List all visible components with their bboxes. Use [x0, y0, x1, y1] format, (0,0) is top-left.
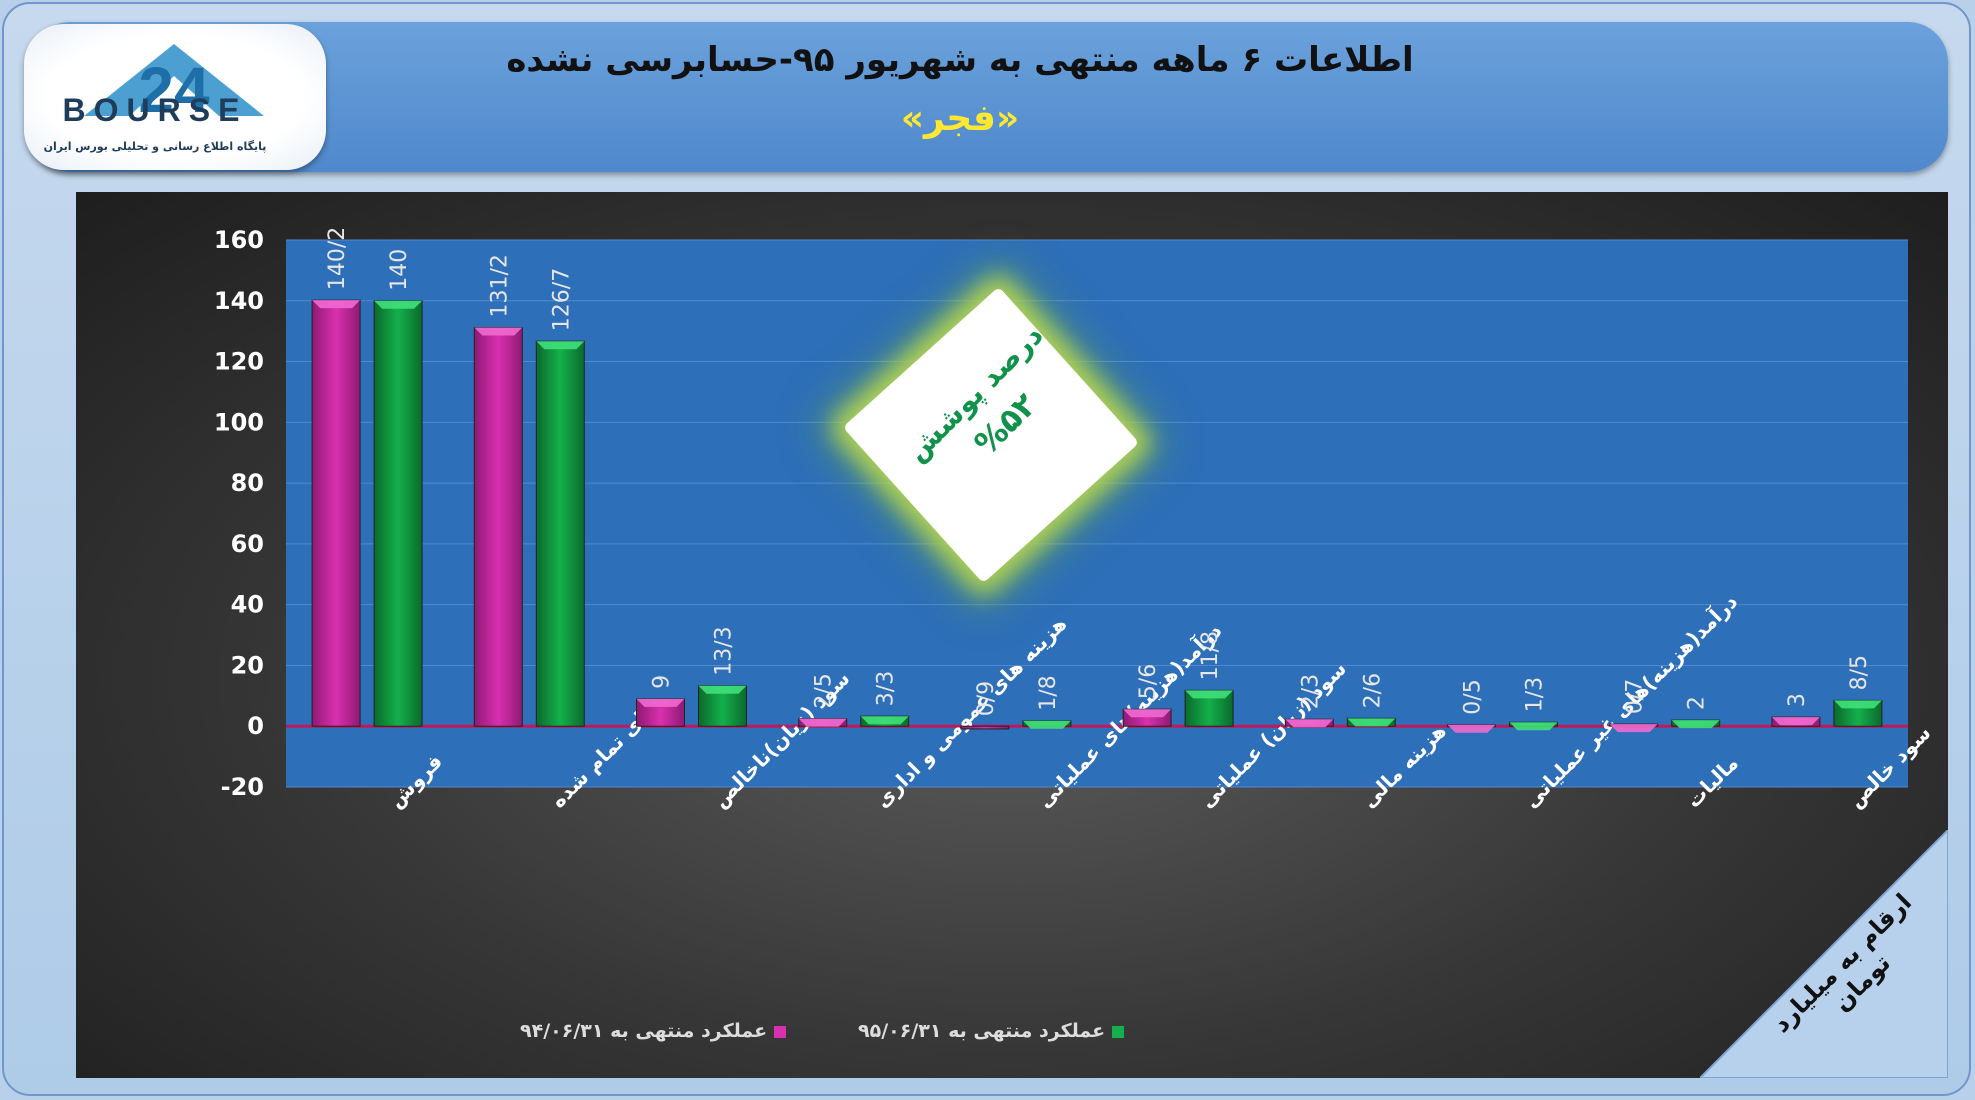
bar-bevel — [474, 327, 523, 336]
data-label: 11/8 — [1198, 631, 1223, 680]
data-label: 126/7 — [549, 268, 574, 331]
legend-item-94: عملکرد منتهی به ۹۴/۰۶/۳۱ — [520, 1020, 786, 1042]
bar-bevel — [636, 698, 685, 707]
y-tick-label: 120 — [214, 348, 264, 376]
data-label: 140/2 — [325, 227, 350, 290]
data-label: 2/6 — [1360, 673, 1385, 708]
bourse24-logo-icon: 24 — [84, 44, 264, 126]
svg-text:24: 24 — [138, 54, 210, 124]
data-label: 2/5 — [812, 673, 837, 708]
data-label: 3 — [1785, 693, 1810, 707]
data-label: 0/5 — [1461, 679, 1486, 714]
bar-bevel — [860, 716, 909, 725]
bar — [535, 340, 585, 727]
data-label: 3/3 — [874, 671, 899, 706]
data-label: 131/2 — [487, 254, 512, 317]
data-label: 8/5 — [1847, 655, 1872, 690]
legend-label-94: عملکرد منتهی به ۹۴/۰۶/۳۱ — [520, 1020, 768, 1042]
legend-swatch-94 — [773, 1025, 786, 1038]
y-tick-label: -20 — [221, 773, 264, 801]
legend-swatch-95 — [1111, 1025, 1124, 1038]
bar-bevel — [1447, 724, 1496, 733]
y-tick-label: 100 — [214, 408, 264, 436]
bar-bevel — [1671, 720, 1720, 729]
y-tick-label: 140 — [214, 287, 264, 315]
y-tick-label: 20 — [231, 651, 264, 679]
bar-bevel — [312, 300, 361, 309]
bar-bevel — [1185, 690, 1234, 699]
bar-bevel — [798, 718, 847, 727]
bar-bevel — [1285, 719, 1334, 728]
bar-bevel — [1123, 709, 1172, 718]
data-label: 5/6 — [1136, 664, 1161, 699]
bar-bevel — [374, 300, 423, 309]
y-tick-label: 160 — [214, 226, 264, 254]
bar-bevel — [536, 341, 585, 350]
bar — [473, 327, 523, 727]
logo-brand: BOURSE — [62, 92, 248, 128]
data-label: 2 — [1685, 696, 1710, 710]
data-label: 1/8 — [1036, 675, 1061, 710]
bar-bevel — [1771, 717, 1820, 726]
bar — [373, 300, 423, 727]
company-name: «فجر» — [900, 98, 1020, 139]
bourse24-logo: 24 — [24, 24, 326, 170]
bar-bevel — [1022, 720, 1071, 729]
bar — [311, 299, 361, 727]
data-label: 140 — [387, 249, 412, 291]
unit-corner-tab — [1700, 830, 1948, 1078]
data-label: 9 — [650, 675, 675, 689]
logo-caption: پایگاه اطلاع رسانی و تحلیلی بورس ایران — [43, 140, 267, 153]
bar-bevel — [1833, 700, 1882, 709]
data-label: 1/3 — [1523, 677, 1548, 712]
bar — [960, 725, 1010, 730]
bar-bevel — [1347, 718, 1396, 727]
bar-bevel — [698, 685, 747, 694]
y-tick-label: 0 — [247, 712, 264, 740]
y-tick-label: 40 — [231, 591, 264, 619]
page-title: اطلاعات ۶ ماهه منتهی به شهریور ۹۵-حسابرس… — [506, 40, 1414, 80]
y-tick-label: 60 — [231, 530, 264, 558]
bar-bevel — [1609, 724, 1658, 733]
data-label: 13/3 — [712, 626, 737, 675]
legend-item-95: عملکرد منتهی به ۹۵/۰۶/۳۱ — [858, 1020, 1124, 1042]
data-label: 0/9 — [974, 681, 999, 716]
data-label: 2/3 — [1298, 674, 1323, 709]
header-banner — [30, 22, 1948, 172]
legend-label-95: عملکرد منتهی به ۹۵/۰۶/۳۱ — [858, 1020, 1106, 1042]
bar-bevel — [1509, 722, 1558, 731]
data-label: 0/7 — [1623, 679, 1648, 714]
y-tick-label: 80 — [231, 469, 264, 497]
